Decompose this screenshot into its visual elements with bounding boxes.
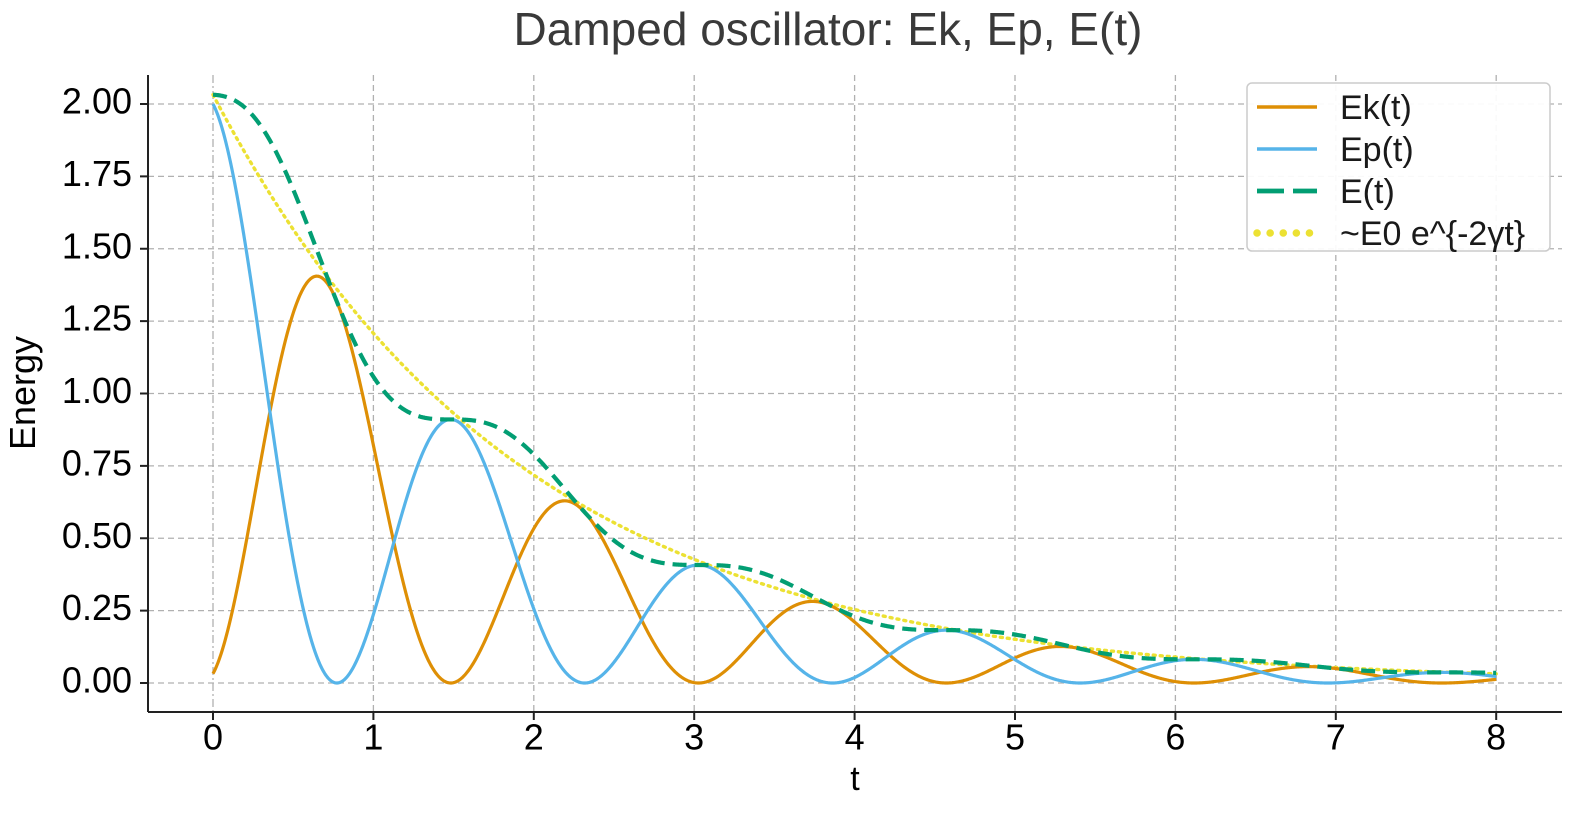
svg-text:1.00: 1.00 xyxy=(62,370,132,411)
svg-text:E(t): E(t) xyxy=(1340,173,1395,211)
svg-text:6: 6 xyxy=(1165,716,1185,757)
svg-text:1.25: 1.25 xyxy=(62,298,132,339)
svg-text:2: 2 xyxy=(524,716,544,757)
svg-text:~E0 e^{-2γt}: ~E0 e^{-2γt} xyxy=(1340,215,1525,253)
svg-text:0.50: 0.50 xyxy=(62,515,132,556)
svg-text:0: 0 xyxy=(203,716,223,757)
svg-text:1.50: 1.50 xyxy=(62,225,132,266)
svg-text:0.00: 0.00 xyxy=(62,660,132,701)
svg-text:2.00: 2.00 xyxy=(62,81,132,122)
svg-text:0.75: 0.75 xyxy=(62,442,132,483)
svg-text:0.25: 0.25 xyxy=(62,587,132,628)
svg-text:7: 7 xyxy=(1326,716,1346,757)
svg-text:5: 5 xyxy=(1005,716,1025,757)
svg-text:4: 4 xyxy=(845,716,865,757)
svg-text:3: 3 xyxy=(684,716,704,757)
svg-text:8: 8 xyxy=(1486,716,1506,757)
svg-text:Ep(t): Ep(t) xyxy=(1340,131,1414,169)
svg-text:1.75: 1.75 xyxy=(62,153,132,194)
svg-text:Ek(t): Ek(t) xyxy=(1340,89,1412,127)
svg-text:1: 1 xyxy=(363,716,383,757)
